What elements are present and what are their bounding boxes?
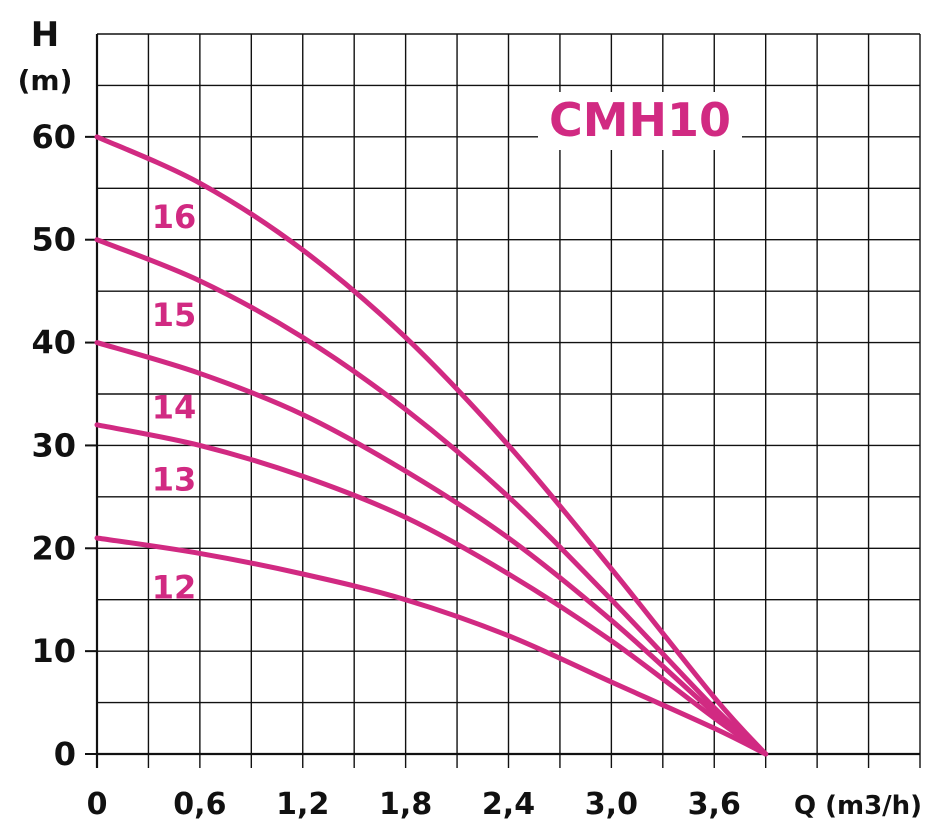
- title-backdrop: [538, 92, 742, 150]
- series-label-14: 14: [152, 388, 197, 426]
- chart-title: CMH10: [549, 93, 731, 147]
- axis-layer: H (m) Q (m3/h) 0 0,6 1,2 1,8 2,4 3,0 3,6 0 10 20 3…: [18, 15, 922, 822]
- y-axis-label-unit: (m): [18, 64, 73, 97]
- series-label-13: 13: [152, 460, 197, 498]
- curve-16: [94, 134, 769, 757]
- y-tick-label: 0: [54, 735, 76, 773]
- curve-14: [94, 340, 769, 757]
- x-tick-label: 2,4: [482, 787, 535, 821]
- x-tick-label: 0: [87, 787, 108, 821]
- curves-layer: [94, 134, 769, 757]
- curve-13: [94, 422, 769, 757]
- x-tick-label: 1,2: [276, 787, 329, 821]
- y-tick-label: 40: [31, 324, 76, 362]
- y-tick-label: 50: [31, 221, 76, 259]
- series-label-16: 16: [152, 198, 197, 236]
- y-tick-label: 60: [31, 118, 76, 156]
- series-label-15: 15: [152, 296, 197, 334]
- series-label-12: 12: [152, 568, 197, 606]
- y-tick-label: 20: [31, 529, 76, 567]
- series-labels-layer: 16 15 14 13 12: [152, 198, 197, 606]
- x-tick-label: 0,6: [173, 787, 226, 821]
- grid-layer: [85, 33, 921, 768]
- title-layer: CMH10: [538, 92, 742, 150]
- curve-12: [94, 535, 769, 757]
- x-tick-label: 1,8: [379, 787, 432, 821]
- x-tick-label: 3,0: [585, 787, 638, 821]
- y-axis-label-h: H: [31, 15, 59, 55]
- y-tick-label: 10: [31, 632, 76, 670]
- x-axis-label: Q (m3/h): [794, 791, 922, 821]
- x-tick-label: 3,6: [688, 787, 741, 821]
- curve-15: [94, 237, 769, 757]
- y-tick-label: 30: [31, 426, 76, 464]
